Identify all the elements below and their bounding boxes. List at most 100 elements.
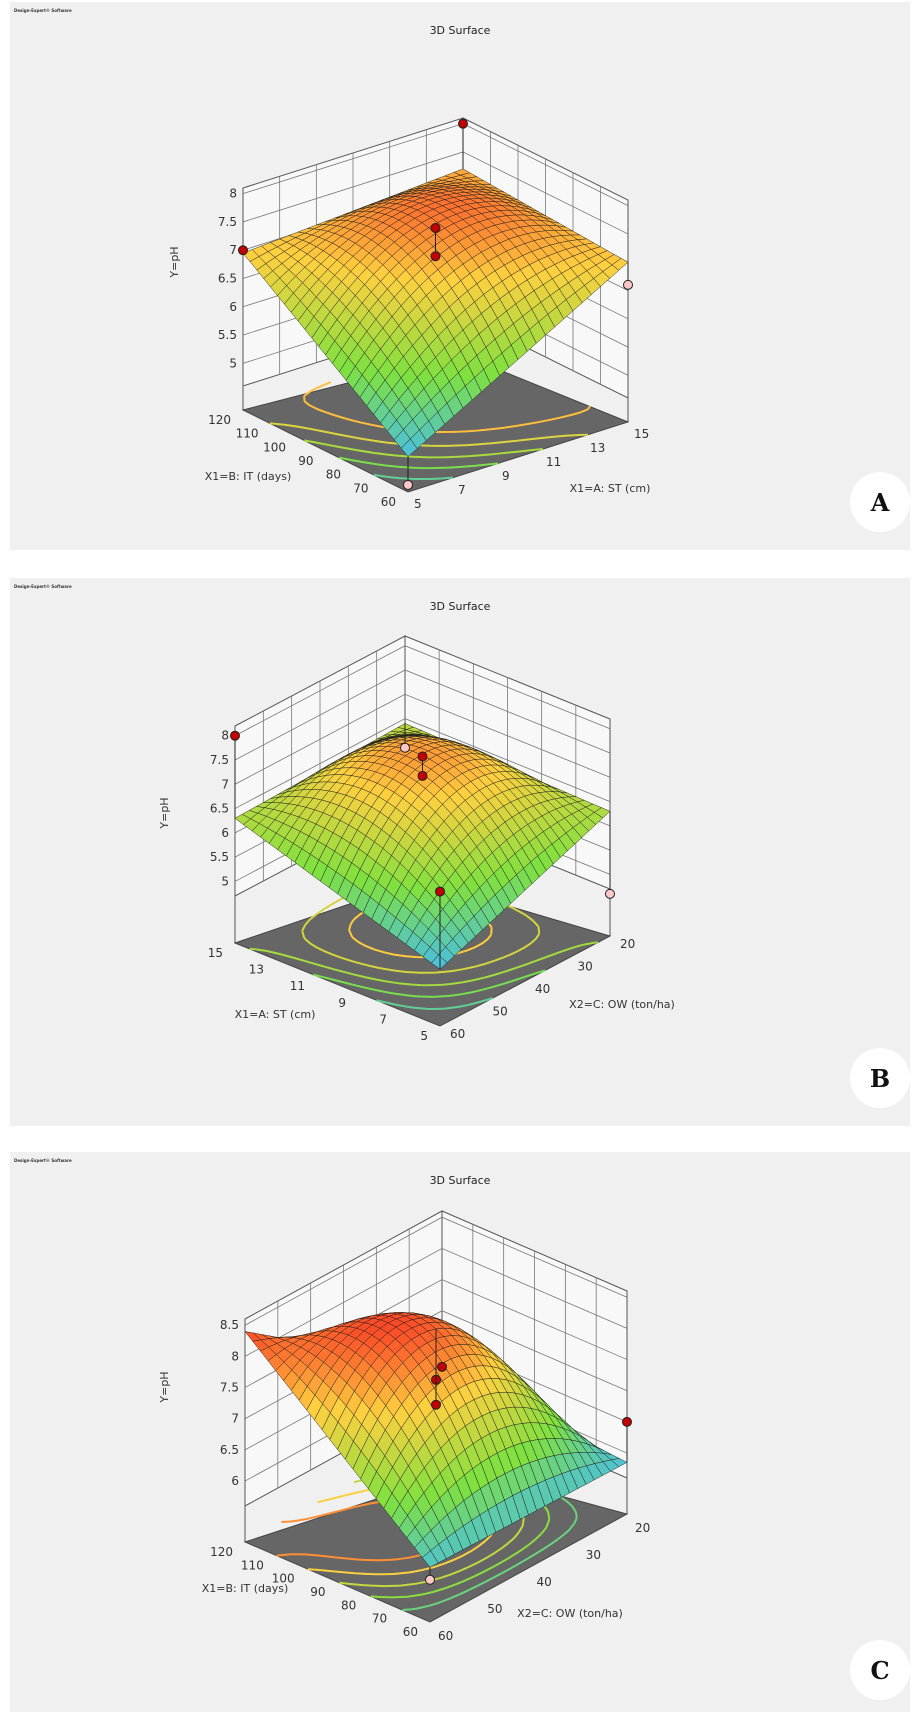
x1-tick-label: 5 bbox=[420, 1029, 428, 1043]
x2-tick-label: 11 bbox=[546, 455, 561, 469]
design-point bbox=[437, 1361, 447, 1372]
floor-contour bbox=[312, 969, 546, 998]
design-point bbox=[238, 245, 248, 256]
design-point bbox=[431, 1399, 441, 1410]
x2-tick-label: 40 bbox=[535, 982, 550, 996]
design-point bbox=[623, 279, 633, 290]
design-points bbox=[230, 723, 615, 970]
software-label: Design-Expert® Software bbox=[14, 1158, 72, 1163]
x1-tick-label: 7 bbox=[379, 1012, 387, 1026]
floor-contour bbox=[249, 941, 598, 987]
x1-tick-label: 110 bbox=[241, 1558, 264, 1572]
x2-tick-label: 60 bbox=[450, 1027, 465, 1041]
z-tick-label: 6.5 bbox=[220, 1443, 239, 1457]
z-tick-label: 7 bbox=[221, 777, 229, 791]
x1-tick-label: 60 bbox=[403, 1625, 418, 1639]
x2-axis-label: X2=C: OW (ton/ha) bbox=[569, 998, 675, 1011]
chart-panel-a: Design-Expert® Software 3D Surface 8 7.5 7… bbox=[10, 2, 910, 550]
z-tick-label: 6 bbox=[231, 1474, 239, 1488]
x2-axis-label: X1=A: ST (cm) bbox=[570, 482, 651, 495]
z-tick-label: 6 bbox=[229, 300, 237, 314]
x2-tick-label: 30 bbox=[586, 1548, 601, 1562]
software-label: Design-Expert® Software bbox=[14, 8, 72, 13]
z-tick-label: 8 bbox=[231, 1349, 239, 1363]
z-tick-label: 8.5 bbox=[220, 1318, 239, 1332]
x1-tick-label: 120 bbox=[208, 413, 231, 427]
floor-contour bbox=[304, 439, 544, 459]
z-tick-label: 6.5 bbox=[218, 272, 237, 286]
design-point bbox=[435, 886, 445, 897]
x2-tick-label: 30 bbox=[578, 960, 593, 974]
z-axis-label: Y=pH bbox=[158, 797, 171, 829]
tick-labels: 8 7.5 7 6.5 6 5.5 5 120 110 100 90 80 70 60 5 7 9 11 13 15 bbox=[208, 187, 649, 511]
x1-axis-label: X1=A: ST (cm) bbox=[235, 1008, 316, 1021]
design-points bbox=[425, 1328, 632, 1585]
x1-axis-label: X1=B: IT (days) bbox=[202, 1582, 289, 1595]
x2-tick-label: 60 bbox=[438, 1629, 453, 1643]
axis-labels: Y=pH X1=B: IT (days) X1=A: ST (cm) bbox=[168, 246, 650, 495]
design-point bbox=[417, 751, 428, 762]
x1-tick-label: 90 bbox=[298, 454, 313, 468]
x2-tick-label: 5 bbox=[414, 497, 422, 511]
x1-tick-label: 70 bbox=[353, 481, 368, 495]
design-point bbox=[400, 742, 410, 753]
x2-tick-label: 40 bbox=[537, 1575, 552, 1589]
surface-mesh bbox=[234, 723, 611, 970]
x1-tick-label: 70 bbox=[372, 1612, 387, 1626]
z-tick-label: 5.5 bbox=[218, 328, 237, 342]
z-tick-label: 8 bbox=[221, 729, 229, 743]
chart-title: 3D Surface bbox=[429, 1174, 491, 1187]
chart-title: 3D Surface bbox=[429, 600, 491, 613]
z-tick-label: 5 bbox=[221, 874, 229, 888]
x2-tick-label: 9 bbox=[502, 469, 510, 483]
axis-labels: Y=pH X1=A: ST (cm) X2=C: OW (ton/ha) bbox=[158, 797, 675, 1021]
surface-mesh bbox=[244, 1312, 628, 1568]
design-point bbox=[430, 251, 441, 262]
z-tick-label: 7.5 bbox=[210, 753, 229, 767]
z-tick-label: 7.5 bbox=[218, 215, 237, 229]
surface-cell bbox=[400, 438, 418, 458]
design-point bbox=[403, 479, 413, 490]
z-tick-label: 7 bbox=[231, 1412, 239, 1426]
design-point bbox=[622, 1416, 632, 1427]
x1-tick-label: 15 bbox=[208, 946, 223, 960]
x1-tick-label: 13 bbox=[249, 963, 264, 977]
x1-axis-label: X1=B: IT (days) bbox=[205, 470, 292, 483]
surface-cell bbox=[421, 1550, 439, 1568]
design-point bbox=[430, 222, 441, 233]
x1-tick-label: 100 bbox=[263, 440, 286, 454]
z-tick-label: 7 bbox=[229, 243, 237, 257]
x2-tick-label: 20 bbox=[635, 1521, 650, 1535]
software-label: Design-Expert® Software bbox=[14, 584, 72, 589]
panel-label-badge: B bbox=[850, 1048, 910, 1108]
x1-tick-label: 110 bbox=[236, 427, 259, 441]
z-tick-label: 6 bbox=[221, 826, 229, 840]
x1-tick-label: 60 bbox=[381, 495, 396, 509]
surface-plot-b: 8 7.5 7 6.5 6 5.5 5 15 13 11 9 7 5 60 50 40 30 20 Y=pH X1=A… bbox=[158, 635, 675, 1043]
panel-label-badge: C bbox=[850, 1640, 910, 1700]
panel-label-badge: A bbox=[850, 472, 910, 532]
chart-title: 3D Surface bbox=[429, 24, 491, 37]
chart-panel-b: Design-Expert® Software 3D Surface 8 7.5 7… bbox=[10, 578, 910, 1126]
x1-tick-label: 11 bbox=[290, 979, 305, 993]
surface-cell bbox=[431, 954, 448, 970]
x2-tick-label: 7 bbox=[458, 483, 466, 497]
z-axis-label: Y=pH bbox=[168, 246, 181, 278]
design-point bbox=[605, 888, 615, 899]
design-point bbox=[230, 730, 240, 741]
x2-axis-label: X2=C: OW (ton/ha) bbox=[517, 1607, 623, 1620]
x1-tick-label: 80 bbox=[341, 1598, 356, 1612]
z-tick-label: 8 bbox=[229, 187, 237, 201]
x1-tick-label: 100 bbox=[272, 1572, 295, 1586]
design-point bbox=[425, 1574, 435, 1585]
x1-tick-label: 9 bbox=[338, 996, 346, 1010]
z-tick-label: 5 bbox=[229, 356, 237, 370]
design-point bbox=[458, 118, 468, 129]
z-axis-label: Y=pH bbox=[158, 1371, 171, 1403]
x1-tick-label: 90 bbox=[310, 1585, 325, 1599]
chart-panel-c: Design-Expert® Software 3D Surface 8.5 8 7… bbox=[10, 1152, 910, 1712]
x1-tick-label: 80 bbox=[326, 468, 341, 482]
x2-tick-label: 50 bbox=[493, 1005, 508, 1019]
surface-mesh bbox=[242, 168, 629, 458]
